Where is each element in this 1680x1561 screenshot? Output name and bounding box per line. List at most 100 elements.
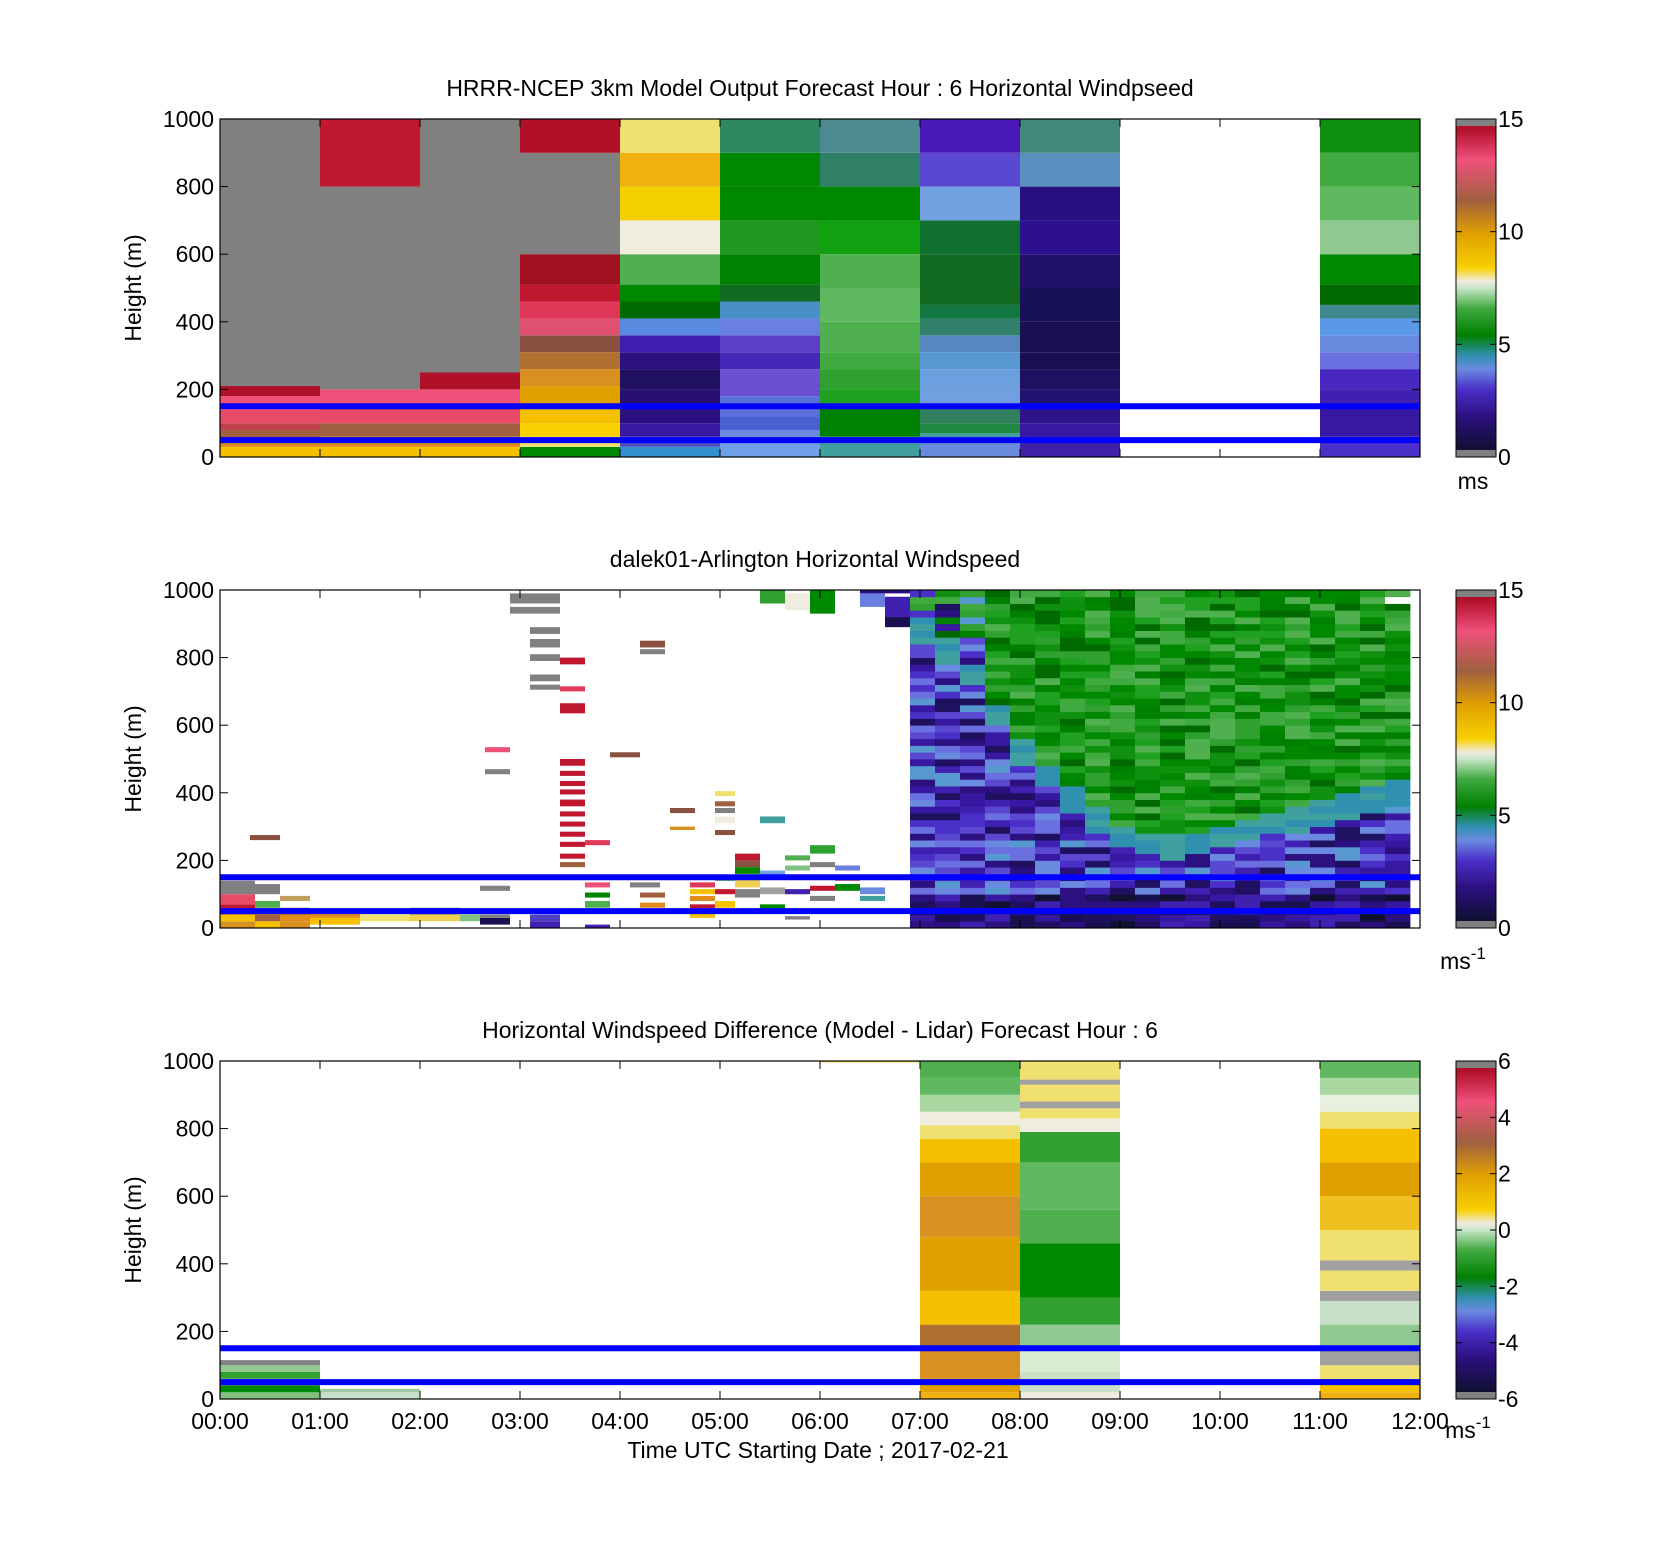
colorbar-tick-label: 15 [1498, 577, 1524, 603]
lidar-cell [1360, 623, 1386, 631]
lidar-cell [1235, 921, 1261, 929]
lidar-cell [960, 860, 986, 868]
y-tick-label: 800 [176, 645, 214, 671]
lidar-cell [1285, 691, 1311, 699]
lidar-cell [1335, 698, 1361, 706]
lidar-cell [1110, 704, 1136, 713]
heatmap-cell [1020, 352, 1120, 370]
lidar-cell [1360, 596, 1386, 604]
lidar-cell [1260, 833, 1286, 841]
lidar-cell [1060, 765, 1086, 773]
lidar-cell [1085, 765, 1111, 773]
lidar-cell [1160, 623, 1186, 631]
heatmap-cell [920, 1324, 1020, 1349]
lidar-cell [1135, 644, 1161, 652]
heatmap-cell [520, 423, 620, 437]
lidar-cell [1135, 921, 1161, 929]
lidar-cell [1085, 650, 1111, 658]
lidar-cell [1210, 657, 1236, 665]
lidar-cell [690, 889, 715, 895]
lidar-cell [1010, 840, 1036, 848]
lidar-cell [1360, 671, 1386, 679]
lidar-cell [785, 865, 810, 871]
lidar-cell [1110, 691, 1136, 699]
lidar-cell [1185, 860, 1211, 868]
heatmap-cell [920, 1111, 1020, 1126]
lidar-cell [960, 630, 986, 638]
heatmap-cell [720, 152, 820, 187]
heatmap-cell [620, 406, 720, 424]
lidar-cell [1260, 644, 1286, 652]
lidar-cell [935, 853, 961, 861]
lidar-cell [1260, 853, 1286, 861]
heatmap-cell [1320, 220, 1420, 255]
lidar-cell [935, 691, 961, 699]
lidar-cell [1185, 900, 1211, 909]
lidar-cell [1360, 677, 1386, 686]
heatmap-cell [220, 440, 320, 447]
lidar-cell [1210, 914, 1236, 922]
colorbar-tick-label: 5 [1498, 802, 1511, 828]
lidar-cell [1360, 759, 1386, 767]
lidar-cell [935, 833, 961, 841]
heatmap-cell [1320, 1128, 1420, 1163]
panel-model-yticks: 0 200 400 600 800 1000 [163, 106, 1420, 470]
lidar-cell [480, 885, 510, 891]
panel-model-title: HRRR-NCEP 3km Model Output Forecast Hour… [446, 75, 1193, 101]
lidar-cell [1310, 880, 1336, 888]
lidar-cell [1135, 846, 1161, 855]
lidar-cell [960, 752, 986, 760]
lidar-cell [1385, 765, 1411, 773]
lidar-cell [1235, 786, 1261, 794]
lidar-cell [530, 654, 560, 661]
heatmap-cell [820, 220, 920, 255]
lidar-cell [1035, 853, 1061, 861]
lidar-cell [1010, 711, 1036, 719]
y-tick-label: 200 [176, 1318, 214, 1344]
lidar-cell [1110, 792, 1136, 800]
lidar-cell [1085, 698, 1111, 706]
heatmap-cell [820, 288, 920, 322]
lidar-cell [935, 718, 961, 726]
lidar-cell [1335, 914, 1361, 922]
lidar-cell [1060, 900, 1086, 909]
lidar-cell [1035, 819, 1061, 827]
lidar-cell [1185, 603, 1211, 611]
lidar-cell [985, 704, 1011, 713]
lidar-cell [910, 779, 936, 787]
heatmap-cell [420, 406, 520, 424]
lidar-cell [1360, 840, 1386, 848]
lidar-cell [610, 752, 640, 758]
panel-diff-ylabel: Height (m) [120, 1176, 146, 1283]
x-tick-label: 04:00 [591, 1408, 649, 1434]
lidar-cell [1310, 650, 1336, 658]
lidar-cell [960, 637, 986, 645]
heatmap-cell [1320, 254, 1420, 285]
lidar-cell [1310, 590, 1336, 598]
lidar-cell [1285, 880, 1311, 888]
lidar-cell [1260, 867, 1286, 875]
heatmap-cell [320, 389, 420, 407]
lidar-cell [1185, 880, 1211, 888]
lidar-cell [1285, 826, 1311, 834]
lidar-cell [1335, 623, 1361, 631]
lidar-cell [1135, 650, 1161, 658]
lidar-cell [1335, 745, 1361, 753]
lidar-cell [1110, 799, 1136, 807]
lidar-cell [935, 603, 961, 611]
lidar-cell [1060, 603, 1086, 611]
lidar-cell [1160, 853, 1186, 861]
lidar-cell [1060, 887, 1086, 895]
lidar-cell [1135, 765, 1161, 773]
lidar-cell [1010, 704, 1036, 713]
lidar-cell [1385, 819, 1411, 827]
lidar-cell [1310, 752, 1336, 760]
lidar-cell [1085, 772, 1111, 780]
lidar-cell [1160, 718, 1186, 726]
heatmap-cell [620, 254, 720, 285]
lidar-cell [1310, 921, 1336, 929]
lidar-cell [1160, 698, 1186, 706]
lidar-cell [1310, 623, 1336, 631]
lidar-cell [1185, 887, 1211, 895]
